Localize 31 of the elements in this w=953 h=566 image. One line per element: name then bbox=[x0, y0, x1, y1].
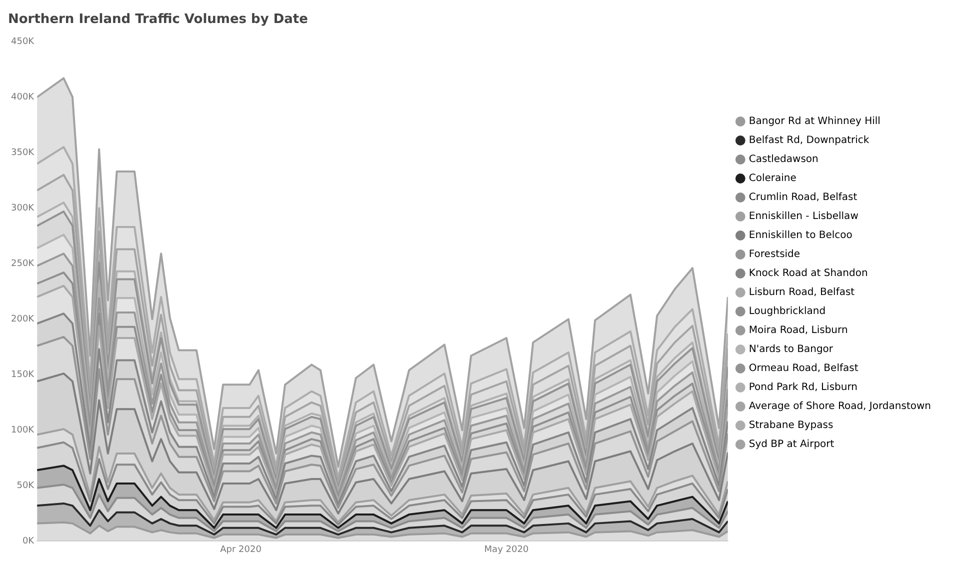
x-tick-label: May 2020 bbox=[484, 544, 529, 555]
y-tick-label: 350K bbox=[10, 148, 36, 158]
y-tick-label: 50K bbox=[16, 481, 36, 492]
y-tick-label: 100K bbox=[10, 426, 36, 436]
legend-label: Enniskillen to Belcoo bbox=[748, 230, 852, 242]
legend-label: N'ards to Bangor bbox=[748, 344, 834, 356]
legend-label: Forestside bbox=[748, 249, 800, 260]
legend-label: Enniskillen - Lisbellaw bbox=[748, 211, 858, 222]
legend-label: Castledawson bbox=[748, 154, 818, 166]
legend-label: Loughbrickland bbox=[748, 306, 826, 318]
legend-label: Moira Road, Lisburn bbox=[748, 325, 848, 336]
legend-label: Lisburn Road, Belfast bbox=[748, 287, 855, 298]
y-tick-label: 400K bbox=[10, 92, 36, 102]
legend-label: Syd BP at Airport bbox=[748, 439, 834, 450]
y-tick-label: 250K bbox=[10, 258, 36, 269]
legend-label: Knock Road at Shandon bbox=[748, 268, 868, 280]
y-tick-label: 200K bbox=[10, 314, 36, 324]
legend-label: Crumlin Road, Belfast bbox=[748, 192, 858, 204]
legend-label: Belfast Rd, Downpatrick bbox=[748, 135, 870, 146]
y-tick-label: 300K bbox=[10, 203, 36, 214]
y-tick-label: 0K bbox=[22, 536, 36, 547]
legend-label: Strabane Bypass bbox=[748, 420, 834, 432]
x-tick-label: Apr 2020 bbox=[220, 544, 262, 555]
legend-label: Coleraine bbox=[748, 173, 796, 184]
chart-title: Northern Ireland Traffic Volumes by Date bbox=[8, 12, 308, 28]
y-tick-label: 450K bbox=[10, 36, 36, 47]
legend-label: Average of Shore Road, Jordanstown bbox=[748, 401, 932, 412]
legend-label: Pond Park Rd, Lisburn bbox=[748, 382, 858, 394]
legend-label: Bangor Rd at Whinney Hill bbox=[748, 116, 880, 128]
y-tick-label: 150K bbox=[10, 370, 36, 380]
legend-label: Ormeau Road, Belfast bbox=[748, 363, 858, 374]
